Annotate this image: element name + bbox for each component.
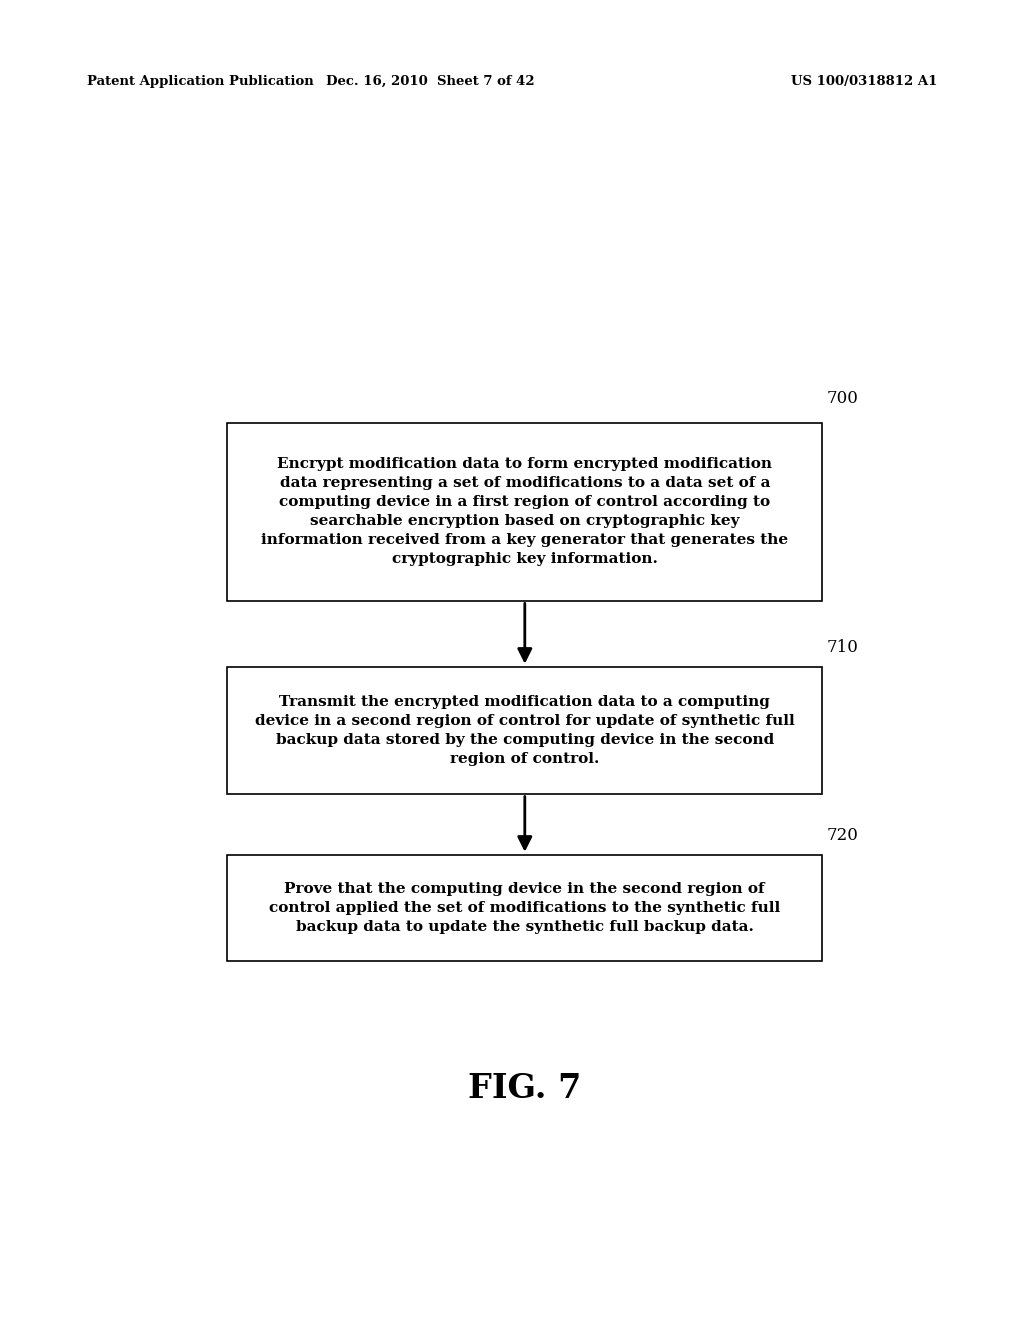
Text: Dec. 16, 2010  Sheet 7 of 42: Dec. 16, 2010 Sheet 7 of 42	[326, 75, 535, 88]
Text: 720: 720	[826, 828, 858, 845]
Text: Encrypt modification data to form encrypted modification
data representing a set: Encrypt modification data to form encryp…	[261, 457, 788, 566]
Text: 710: 710	[826, 639, 858, 656]
Text: 700: 700	[826, 391, 858, 408]
FancyBboxPatch shape	[227, 854, 822, 961]
FancyBboxPatch shape	[227, 422, 822, 601]
Text: US 100/0318812 A1: US 100/0318812 A1	[791, 75, 937, 88]
Text: Transmit the encrypted modification data to a computing
device in a second regio: Transmit the encrypted modification data…	[255, 694, 795, 766]
FancyBboxPatch shape	[227, 667, 822, 793]
Text: Patent Application Publication: Patent Application Publication	[87, 75, 313, 88]
Text: FIG. 7: FIG. 7	[468, 1072, 582, 1105]
Text: Prove that the computing device in the second region of
control applied the set : Prove that the computing device in the s…	[269, 882, 780, 935]
